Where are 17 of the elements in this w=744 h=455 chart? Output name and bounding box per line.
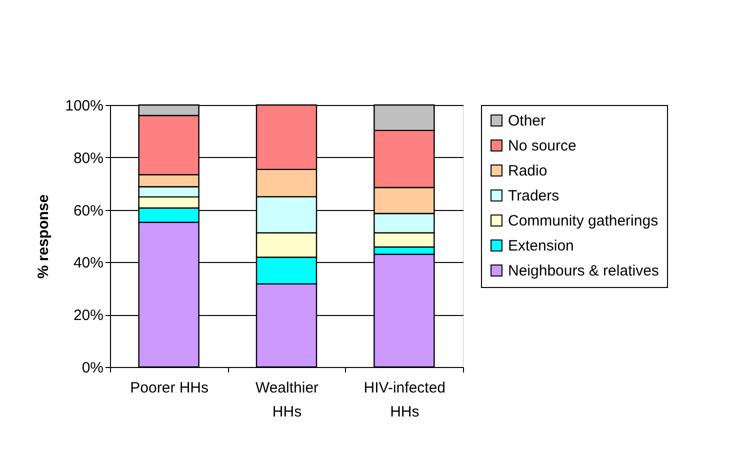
y-tick-label: 60% [73,202,104,220]
y-tick-label: 40% [73,254,104,272]
y-tick-label: 80% [73,150,104,167]
x-tick-label: Wealthier HHs [255,380,319,420]
legend-label: Extension [508,238,574,254]
legend-label: Neighbours & relatives [508,262,659,280]
legend-label: Other [508,112,546,130]
legend-label: No source [508,138,576,154]
legend-label: Community gatherings [508,212,658,230]
y-axis-title: % response [35,194,52,279]
y-tick-label: 100% [65,98,104,114]
legend-label: Traders [508,188,560,204]
y-tick-label: 0% [82,360,104,376]
x-tick-label: HIV-infected HHs [364,380,446,420]
y-tick-label: 20% [73,307,104,324]
x-tick-label: Poorer HHs [130,380,209,396]
legend-label: Radio [508,162,548,180]
